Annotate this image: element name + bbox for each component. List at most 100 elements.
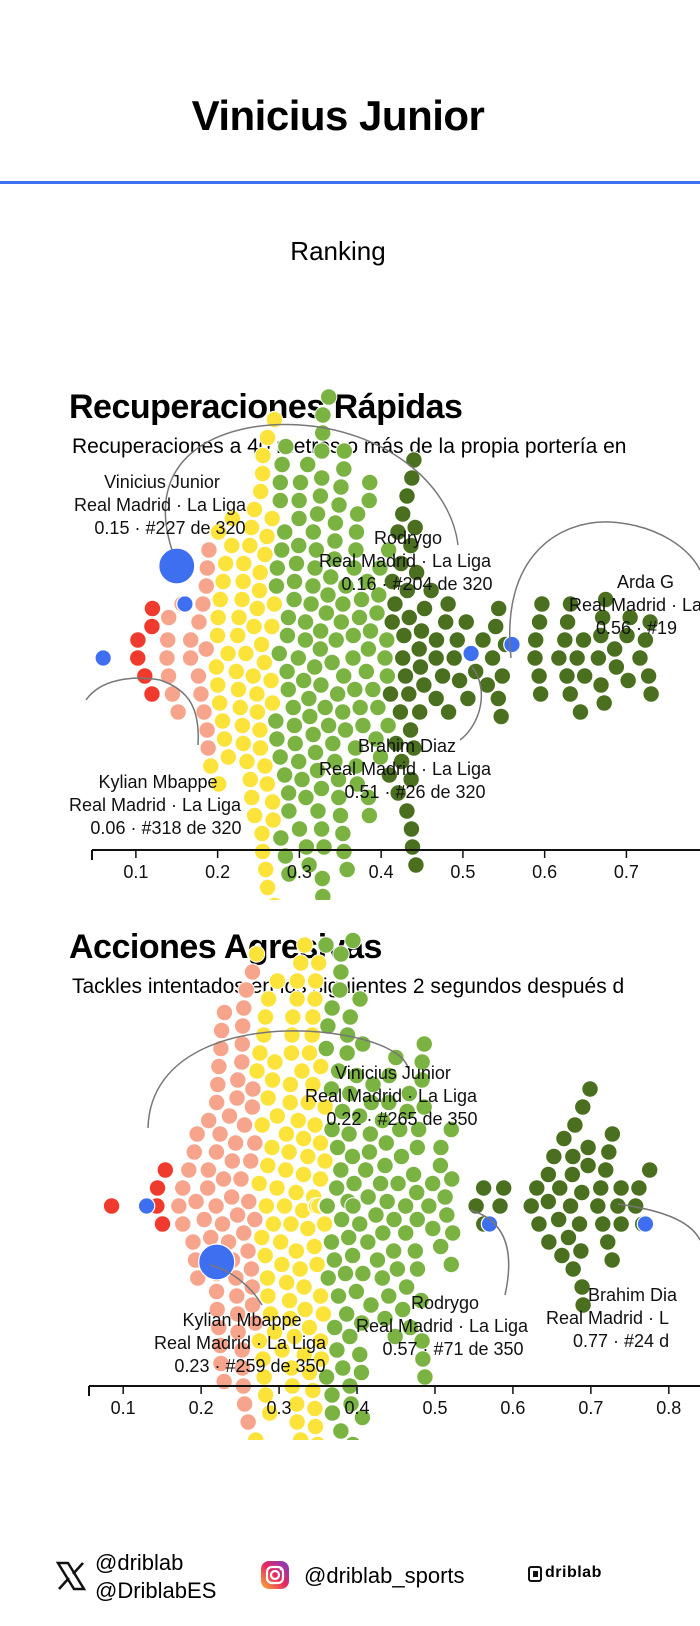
player-dot: [235, 999, 253, 1017]
player-dot: [332, 1210, 351, 1229]
player-dot: [526, 649, 544, 667]
highlight-dot: [636, 1215, 655, 1233]
player-dot: [289, 752, 308, 771]
connector-line: [459, 666, 483, 741]
player-dot: [333, 1102, 352, 1121]
player-dot: [268, 559, 286, 577]
annotation-stat: 0.16 · #204 de 320: [341, 574, 492, 594]
player-dot: [326, 752, 344, 771]
player-dot: [313, 869, 332, 888]
player-dot: [334, 595, 352, 613]
player-dot: [328, 685, 347, 703]
player-dot: [422, 581, 440, 600]
instagram-handle[interactable]: @driblab_sports: [304, 1563, 465, 1588]
x-handle[interactable]: @driblab: [95, 1550, 184, 1575]
player-dot: [294, 1165, 313, 1184]
player-dot: [352, 1363, 371, 1382]
player-dot: [389, 1174, 407, 1193]
player-dot: [376, 1309, 394, 1328]
player-dot: [288, 990, 306, 1008]
player-dot: [296, 1300, 314, 1319]
instagram-icon[interactable]: [260, 1560, 290, 1590]
player-dot: [413, 1071, 431, 1089]
player-dot: [639, 667, 658, 685]
player-dot: [280, 1291, 299, 1310]
annotation-stat: 0.77 · #24 d: [573, 1331, 669, 1351]
player-dot: [402, 820, 421, 838]
player-dot: [279, 784, 298, 802]
player-dot: [262, 671, 280, 690]
annotation-team: Real Madrid · La Liga: [356, 1316, 529, 1336]
player-dot: [592, 676, 610, 694]
player-dot: [306, 972, 325, 990]
player-dot: [267, 577, 286, 595]
player-dot: [325, 1318, 344, 1337]
player-dot: [302, 595, 320, 613]
x-tick-label: 0.3: [267, 1398, 292, 1418]
player-dot: [212, 1039, 230, 1058]
player-dot: [322, 568, 340, 586]
x-axis: 0.1 0.2 0.3 0.4 0.5 0.6 0.7: [91, 849, 700, 882]
player-dot: [376, 649, 394, 667]
player-dot: [243, 1296, 262, 1314]
player-dot: [197, 640, 215, 658]
player-dot: [233, 590, 251, 609]
player-dot: [636, 631, 655, 649]
player-dot: [211, 590, 229, 609]
player-dot: [216, 554, 235, 573]
player-dot: [213, 712, 232, 730]
player-dot: [304, 1381, 322, 1400]
player-dot: [386, 595, 404, 613]
player-dot: [304, 725, 322, 744]
player-dot: [273, 541, 291, 559]
annotation-name: Rodrygo: [374, 528, 442, 548]
x-tick-label: 0.7: [614, 862, 639, 882]
player-dot: [328, 1341, 346, 1359]
highlight-dot: [176, 595, 194, 613]
player-dot: [170, 1197, 188, 1215]
beeswarm-plot: Vinicius Junior Real Madrid · La Liga 0.…: [69, 388, 700, 900]
player-dot: [364, 1075, 382, 1094]
player-dot: [359, 640, 378, 658]
player-dot: [215, 730, 234, 748]
chart-description: Tackles intentados en los siguientes 2 s…: [72, 975, 625, 998]
player-dot: [334, 703, 352, 721]
player-dot: [344, 931, 362, 950]
player-dot: [250, 1174, 268, 1193]
player-dot: [323, 1386, 341, 1404]
player-dot: [353, 1408, 372, 1427]
player-dot: [359, 788, 378, 807]
annotation-brahim: Brahim Dia Real Madrid · L 0.77 · #24 d: [546, 1285, 678, 1351]
highlight-dot: [480, 1215, 499, 1233]
player-dot: [251, 721, 269, 739]
player-dot: [316, 1098, 334, 1116]
player-dot: [311, 487, 330, 505]
player-dot: [350, 1107, 369, 1125]
player-dot: [314, 1305, 333, 1323]
x-tick-label: 0.4: [369, 862, 394, 882]
player-dot: [233, 1053, 251, 1071]
player-dot: [338, 1044, 356, 1062]
player-dot: [304, 523, 322, 541]
player-dot: [346, 739, 365, 757]
highlight-dot: [94, 649, 112, 667]
player-dot: [210, 775, 228, 793]
player-dot: [266, 1053, 284, 1071]
player-dot: [258, 1269, 277, 1287]
player-dot: [288, 1413, 306, 1431]
annotation-mbappe: Kylian Mbappe Real Madrid · La Liga 0.06…: [69, 772, 242, 838]
highlight-dot: [158, 547, 196, 585]
player-dot: [280, 865, 298, 883]
player-dot: [268, 1107, 286, 1125]
player-dot: [319, 1269, 337, 1287]
x-handle-es[interactable]: @DriblabES: [95, 1578, 217, 1603]
player-dot: [228, 1305, 247, 1323]
player-dot: [219, 748, 237, 766]
player-dot: [296, 631, 315, 649]
player-dot: [373, 1269, 392, 1287]
player-dot: [347, 1066, 366, 1085]
player-dot: [341, 1008, 359, 1026]
x-logo-icon[interactable]: [55, 1560, 87, 1592]
player-dot: [235, 1224, 253, 1242]
player-dot: [311, 640, 330, 658]
